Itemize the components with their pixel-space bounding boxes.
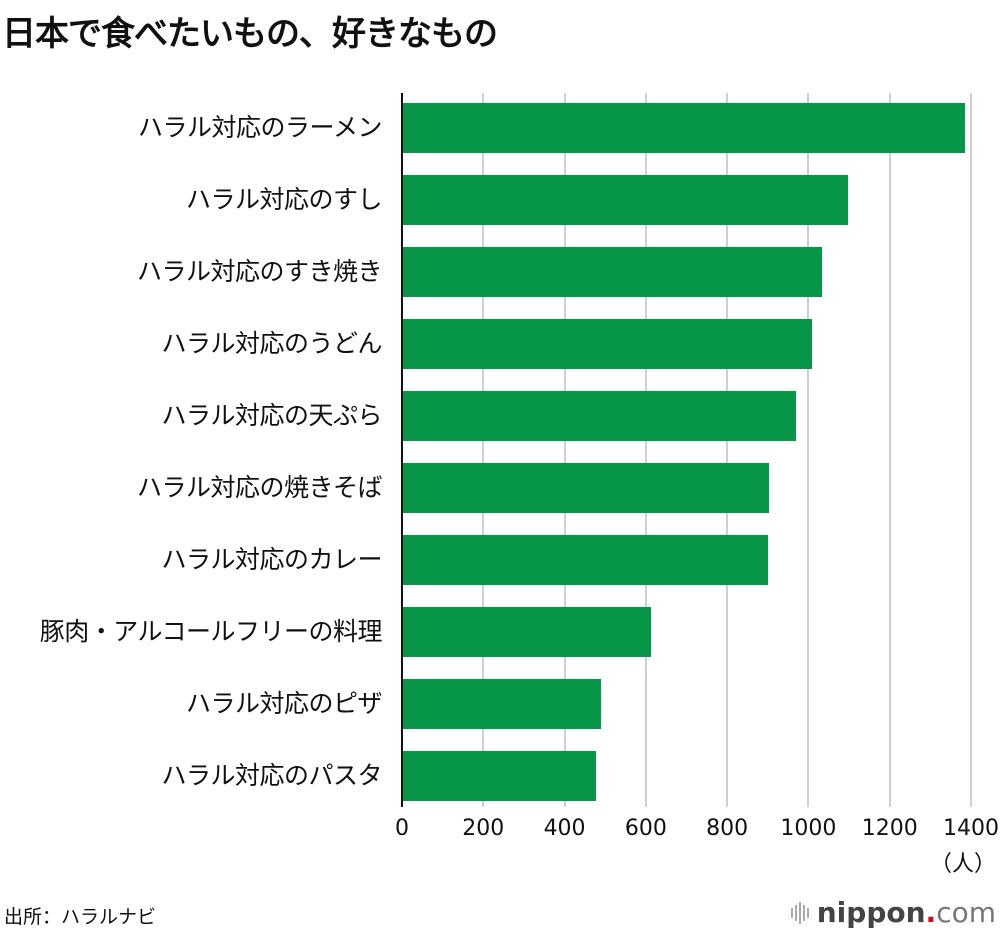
logo-dot: . [925, 896, 937, 929]
bar [403, 175, 849, 225]
x-tick-label: 1200 [861, 816, 918, 841]
x-tick-label: 200 [462, 816, 505, 841]
y-axis-line [401, 93, 403, 807]
category-label: ハラル対応のすき焼き [136, 257, 383, 286]
logo-brand: nippon [816, 896, 926, 929]
bar [403, 391, 797, 441]
chart-title: 日本で食べたいもの、好きなもの [2, 14, 498, 54]
x-tick-label: 1000 [780, 816, 837, 841]
category-label: ハラル対応のピザ [185, 689, 383, 718]
plot-area [401, 93, 981, 807]
bar [403, 319, 812, 369]
bar [403, 751, 597, 801]
gridline [644, 93, 647, 807]
bar [403, 247, 823, 297]
category-label: ハラル対応の焼きそば [136, 473, 383, 502]
category-label: ハラル対応のパスタ [161, 761, 382, 790]
bar [403, 103, 966, 153]
logo-tld: com [936, 896, 996, 929]
category-label: ハラル対応の天ぷら [161, 401, 382, 430]
source-note: 出所：ハラルナビ [4, 906, 157, 928]
x-axis-unit: （人） [929, 852, 996, 877]
nippon-logo: nippon. com [790, 896, 996, 929]
gridline [726, 93, 729, 807]
bar [403, 679, 601, 729]
category-label: ハラル対応のすし [185, 185, 383, 214]
x-tick-label: 600 [624, 816, 667, 841]
gridline [970, 93, 972, 807]
category-label: ハラル対応のカレー [161, 545, 382, 574]
category-label: ハラル対応のラーメン [137, 113, 383, 142]
gridline [807, 93, 810, 807]
bar [403, 607, 651, 657]
gridline [888, 93, 891, 807]
x-tick-label: 400 [543, 816, 586, 841]
category-label: 豚肉・アルコールフリーの料理 [39, 617, 383, 646]
x-tick-label: 800 [706, 816, 749, 841]
bar [403, 463, 769, 513]
x-tick-label: 0 [395, 816, 409, 841]
category-label: ハラル対応のうどん [161, 329, 382, 358]
gridline [482, 93, 485, 807]
gridline [563, 93, 566, 807]
x-tick-label: 1400 [943, 816, 999, 841]
sound-wave-icon [790, 901, 809, 924]
bar [403, 535, 768, 585]
